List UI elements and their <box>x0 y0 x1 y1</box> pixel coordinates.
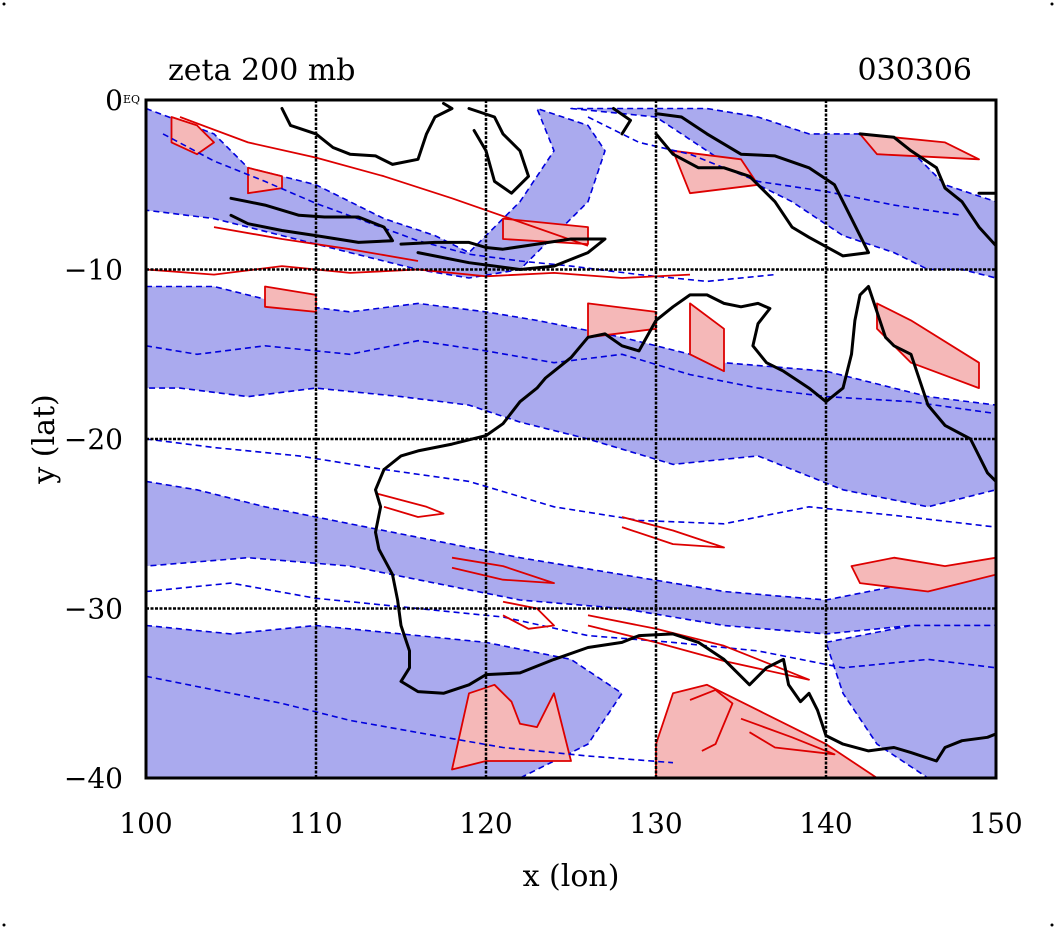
gridlines <box>146 100 996 778</box>
positive-vorticity-region <box>689 302 725 373</box>
negative-vorticity-contour <box>146 582 996 669</box>
positive-vorticity-contour <box>587 614 810 681</box>
coastline <box>280 101 454 166</box>
plot-frame <box>144 98 998 780</box>
negative-vorticity-contour <box>146 339 996 415</box>
coastline <box>374 468 996 763</box>
x-tick-label: 140 <box>799 807 852 840</box>
negative-vorticity-contour <box>587 116 963 217</box>
positive-vorticity-contour <box>451 556 555 584</box>
corner-mark-top-right <box>1050 2 1054 6</box>
equator-label: EQ <box>123 93 140 106</box>
negative-vorticity-fill <box>146 107 996 778</box>
y-tick-labels: 0 −10 −20 −30 −40 <box>64 84 123 795</box>
x-tick-labels: 100 110 120 130 140 150 <box>119 807 1022 840</box>
y-axis-label: y (lat) <box>27 394 62 484</box>
positive-vorticity-contour <box>375 492 445 518</box>
x-axis-label: x (lon) <box>523 859 620 894</box>
map-layers <box>146 100 996 778</box>
negative-vorticity-contour <box>146 438 996 528</box>
corner-mark-bottom-left <box>2 923 6 927</box>
positive-vorticity-contour <box>502 600 555 630</box>
positive-vorticity-contour <box>740 717 836 756</box>
x-tick-label: 100 <box>119 807 172 840</box>
negative-vorticity-region <box>825 624 996 778</box>
coastlines <box>229 101 996 763</box>
corner-mark-top-left <box>2 2 6 6</box>
y-tick-label: −40 <box>64 762 123 795</box>
positive-vorticity-region <box>655 683 878 778</box>
positive-vorticity-region <box>451 683 572 771</box>
positive-vorticity-contour <box>689 689 734 752</box>
coastline <box>229 196 394 244</box>
x-tick-label: 150 <box>969 807 1022 840</box>
positive-vorticity-fill <box>170 116 996 778</box>
y-tick-label: 0 <box>105 84 123 117</box>
x-tick-label: 120 <box>459 807 512 840</box>
positive-vorticity-region <box>859 132 980 161</box>
negative-vorticity-contour <box>146 675 674 764</box>
coastline <box>858 132 996 248</box>
positive-vorticity-region <box>850 556 996 593</box>
positive-vorticity-region <box>876 302 980 390</box>
x-tick-label: 130 <box>629 807 682 840</box>
negative-vorticity-region <box>146 285 996 508</box>
coastline <box>467 107 530 195</box>
y-tick-label: −20 <box>64 423 123 456</box>
coastline <box>382 285 996 483</box>
y-tick-label: −10 <box>64 254 123 287</box>
positive-vorticity-contour <box>179 116 589 247</box>
positive-vorticity-region <box>587 302 657 339</box>
y-tick-label: −30 <box>64 593 123 626</box>
coastline <box>612 107 632 136</box>
negative-vorticity-region <box>146 107 606 279</box>
plot-title: zeta 200 mb <box>168 53 356 88</box>
corner-mark-bottom-right <box>1050 923 1054 927</box>
coastline <box>654 112 870 258</box>
x-tick-label: 110 <box>289 807 342 840</box>
date-stamp: 030306 <box>857 53 972 88</box>
